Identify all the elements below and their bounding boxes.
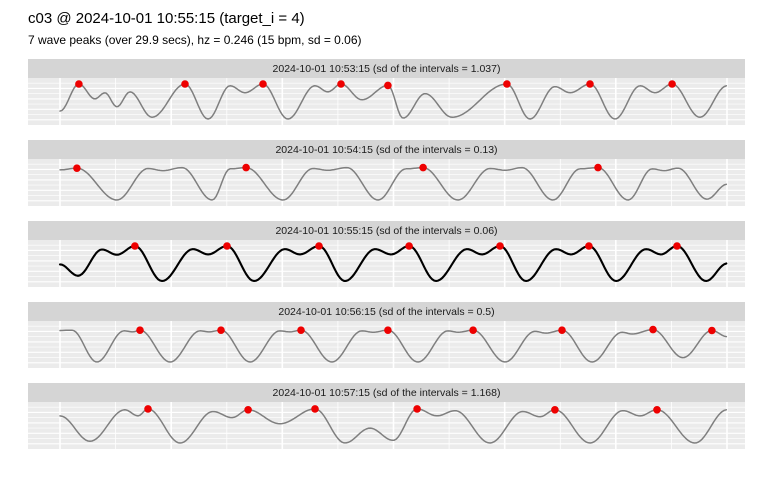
peak-marker [649, 325, 657, 334]
wave-line [59, 328, 728, 363]
panel-plot [28, 159, 745, 206]
panel-plot [28, 321, 745, 368]
peak-marker [585, 242, 593, 250]
gridlines [28, 159, 745, 206]
facet-panel: 2024-10-01 10:53:15 (sd of the intervals… [28, 59, 745, 125]
peak-marker [311, 405, 319, 413]
peak-marker [136, 326, 144, 334]
peak-marker [413, 405, 421, 413]
peak-marker [503, 80, 511, 88]
peak-marker [144, 405, 152, 413]
facet-strip-label: 2024-10-01 10:54:15 (sd of the intervals… [275, 143, 498, 156]
facet-panel: 2024-10-01 10:56:15 (sd of the intervals… [28, 302, 745, 368]
facet-panel: 2024-10-01 10:57:15 (sd of the intervals… [28, 383, 745, 449]
peak-marker [223, 242, 231, 250]
facet-strip-label: 2024-10-01 10:53:15 (sd of the intervals… [272, 62, 501, 75]
peak-marker [708, 326, 716, 335]
facet-strip: 2024-10-01 10:55:15 (sd of the intervals… [28, 221, 745, 240]
peak-marker [551, 406, 559, 414]
panel-background [28, 159, 745, 206]
panel-background [28, 402, 745, 449]
peak-marker [496, 242, 504, 250]
peak-marker [384, 81, 392, 90]
facet-panel: 2024-10-01 10:54:15 (sd of the intervals… [28, 140, 745, 206]
facet-strip-label: 2024-10-01 10:56:15 (sd of the intervals… [278, 305, 495, 318]
wave-line [59, 83, 728, 120]
peak-marker [217, 326, 225, 334]
peak-marker [337, 80, 345, 88]
peak-marker [586, 80, 594, 88]
plot-title: c03 @ 2024-10-01 10:55:15 (target_i = 4) [28, 10, 305, 27]
peak-marker [131, 242, 139, 250]
peak-marker [419, 163, 427, 172]
peak-marker [668, 80, 676, 88]
facet-panels: 2024-10-01 10:53:15 (sd of the intervals… [28, 59, 745, 449]
peak-marker [73, 164, 81, 172]
peak-marker [259, 80, 267, 88]
peak-marker [558, 326, 566, 334]
panel-plot [28, 240, 745, 287]
peak-marker [405, 242, 413, 250]
peak-marker [315, 242, 323, 250]
facet-strip: 2024-10-01 10:53:15 (sd of the intervals… [28, 59, 745, 78]
wave-line [59, 166, 728, 201]
peak-marker [384, 326, 392, 334]
facet-strip-label: 2024-10-01 10:57:15 (sd of the intervals… [272, 386, 501, 399]
peak-marker [75, 80, 83, 88]
plot-canvas: c03 @ 2024-10-01 10:55:15 (target_i = 4)… [0, 0, 768, 449]
peak-marker [594, 163, 602, 172]
panel-plot [28, 402, 745, 449]
plot-subtitle: 7 wave peaks (over 29.9 secs), hz = 0.24… [28, 33, 362, 47]
peak-marker [653, 406, 661, 414]
peak-marker [297, 326, 305, 334]
peak-marker [673, 242, 681, 250]
peak-marker [242, 163, 250, 172]
facet-strip-label: 2024-10-01 10:55:15 (sd of the intervals… [275, 224, 498, 237]
facet-strip: 2024-10-01 10:54:15 (sd of the intervals… [28, 140, 745, 159]
wave-line [59, 408, 728, 444]
peak-marker [244, 406, 252, 414]
peak-marker [181, 80, 189, 88]
plot-header: c03 @ 2024-10-01 10:55:15 (target_i = 4)… [0, 0, 768, 47]
gridlines [28, 321, 745, 368]
wave-line-target [58, 244, 728, 283]
facet-strip: 2024-10-01 10:56:15 (sd of the intervals… [28, 302, 745, 321]
facet-strip: 2024-10-01 10:57:15 (sd of the intervals… [28, 383, 745, 402]
peak-marker [469, 326, 477, 334]
panel-plot [28, 78, 745, 125]
gridlines [28, 240, 745, 287]
facet-panel: 2024-10-01 10:55:15 (sd of the intervals… [28, 221, 745, 287]
